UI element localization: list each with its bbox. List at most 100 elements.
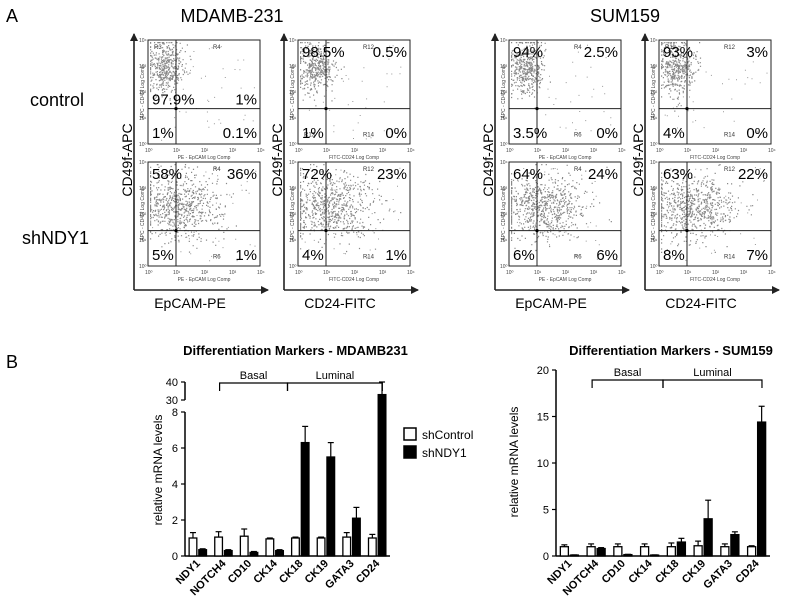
- x-decade-tick: 10¹: [684, 270, 692, 276]
- quadrant-percent: 4%: [663, 125, 685, 142]
- small-x-axis-label: PE - EpCAM Log Comp: [178, 155, 231, 161]
- quadrant-percent: 1%: [235, 247, 257, 264]
- gate-label: R14: [363, 255, 375, 261]
- y-decade-tick: 10⁴: [289, 38, 297, 44]
- bar-shcontrol: [316, 537, 326, 557]
- x-decade-tick: 10²: [712, 270, 720, 276]
- y-decade-tick: 10¹: [289, 116, 297, 122]
- quadrant-percent: 8%: [663, 247, 685, 264]
- bar-shcontrol: [367, 537, 377, 557]
- y-decade-tick: 10⁰: [650, 264, 658, 270]
- x-decade-tick: 10⁴: [257, 148, 265, 154]
- group-label: Basal: [240, 370, 268, 382]
- y-tick-label: 2: [172, 515, 178, 527]
- flow-plot-frame: [147, 161, 261, 267]
- chart-title: Differentiation Markers - SUM159: [569, 343, 773, 358]
- bar-shcontrol: [559, 546, 570, 557]
- small-y-axis-label: APC - CD49f Log Comp: [651, 187, 657, 241]
- x-decade-tick: 10⁴: [768, 270, 776, 276]
- quadrant-percent: 0%: [385, 125, 407, 142]
- gate-center-dot: [174, 107, 178, 111]
- category-label: CK14: [626, 557, 655, 586]
- group-label: Basal: [614, 367, 642, 379]
- y-decade-tick: 10³: [289, 64, 297, 70]
- x-decade-tick: 10⁴: [407, 270, 415, 276]
- x-decade-tick: 10³: [379, 148, 387, 154]
- x-decade-tick: 10²: [351, 148, 359, 154]
- x-decade-tick: 10⁰: [506, 270, 514, 276]
- bar-shndy1: [275, 549, 285, 557]
- y-decade-tick: 10¹: [500, 238, 508, 244]
- bar-shndy1: [223, 549, 233, 557]
- quadrant-percent: 0%: [596, 125, 618, 142]
- y-decade-tick: 10³: [139, 186, 147, 192]
- small-x-axis-label: FITC-CD24 Log Comp: [690, 155, 740, 161]
- y-decade-tick: 10⁴: [650, 38, 658, 44]
- quadrant-percent: 22%: [738, 166, 768, 183]
- y-decade-tick: 10⁰: [500, 264, 508, 270]
- x-decade-tick: 10¹: [534, 148, 542, 154]
- bar-shcontrol: [265, 538, 275, 557]
- y-tick-label: 10: [537, 458, 549, 470]
- bar-chart-mdamb231: Differentiation Markers - MDAMB231 relati…: [151, 343, 408, 598]
- quadrant-percent: 1%: [385, 247, 407, 264]
- panel-label-b: B: [6, 352, 18, 372]
- gate-label: R6: [574, 133, 582, 139]
- x-axis-label-sum159-pe: EpCAM-PE: [515, 295, 587, 311]
- quadrant-percent: 94%: [513, 44, 543, 61]
- quadrant-percent: 36%: [227, 166, 257, 183]
- y-tick-label: 15: [537, 412, 549, 424]
- x-decade-tick: 10³: [590, 148, 598, 154]
- quadrant-percent: 0%: [746, 125, 768, 142]
- x-decade-tick: 10³: [740, 148, 748, 154]
- x-decade-tick: 10⁰: [145, 148, 153, 154]
- y-decade-tick: 10⁰: [289, 142, 297, 148]
- quadrant-percent: 98.5%: [302, 44, 345, 61]
- flow-plot-frame: [147, 39, 261, 145]
- x-decade-tick: 10²: [201, 270, 209, 276]
- y-decade-tick: 10⁰: [139, 142, 147, 148]
- x-decade-tick: 10²: [351, 270, 359, 276]
- bar-shcontrol: [746, 546, 757, 557]
- group-bracket: [591, 379, 664, 388]
- quadrant-percent: 58%: [152, 166, 182, 183]
- legend-swatch-shndy1: [403, 445, 417, 459]
- x-decade-tick: 10¹: [534, 270, 542, 276]
- flow-event-cloud: [511, 42, 551, 109]
- x-decade-tick: 10⁴: [407, 148, 415, 154]
- quadrant-percent: 5%: [152, 247, 174, 264]
- gate-label: R14: [724, 133, 736, 139]
- category-label: GATA3: [323, 558, 357, 592]
- x-decade-tick: 10⁰: [295, 270, 303, 276]
- bar-chart-sum159: Differentiation Markers - SUM159 relative…: [507, 343, 773, 598]
- y-tick-label: 20: [537, 365, 549, 377]
- small-y-axis-label: APC - CD49f Log Comp: [501, 65, 507, 119]
- y-decade-tick: 10²: [289, 90, 297, 96]
- y-tick-label: 4: [172, 479, 178, 491]
- x-decade-tick: 10⁴: [257, 270, 265, 276]
- flow-event-cloud: [511, 164, 612, 256]
- bar-shndy1: [326, 456, 336, 557]
- bar-shcontrol: [239, 535, 249, 557]
- y-decade-tick: 10³: [289, 186, 297, 192]
- x-axis-label-mdamb231-fitc: CD24-FITC: [304, 295, 376, 311]
- x-decade-tick: 10²: [201, 148, 209, 154]
- y-decade-tick: 10⁴: [500, 160, 508, 166]
- bar-shcontrol: [214, 536, 224, 557]
- y-axis-label-sum159-pe: CD49f-APC: [480, 123, 496, 196]
- row-label-control: control: [30, 90, 84, 110]
- gate-center-dot: [324, 229, 328, 233]
- y-tick-label: 6: [172, 443, 178, 455]
- y-decade-tick: 10⁴: [139, 38, 147, 44]
- chart-title: Differentiation Markers - MDAMB231: [183, 343, 408, 358]
- y-axis-label: relative mRNA levels: [507, 407, 521, 518]
- row-label-shndy1: shNDY1: [22, 228, 89, 248]
- y-decade-tick: 10⁰: [500, 142, 508, 148]
- gate-label: R12: [363, 167, 375, 173]
- small-x-axis-label: PE - EpCAM Log Comp: [539, 155, 592, 161]
- quadrant-percent: 7%: [746, 247, 768, 264]
- gate-label: R14: [724, 255, 736, 261]
